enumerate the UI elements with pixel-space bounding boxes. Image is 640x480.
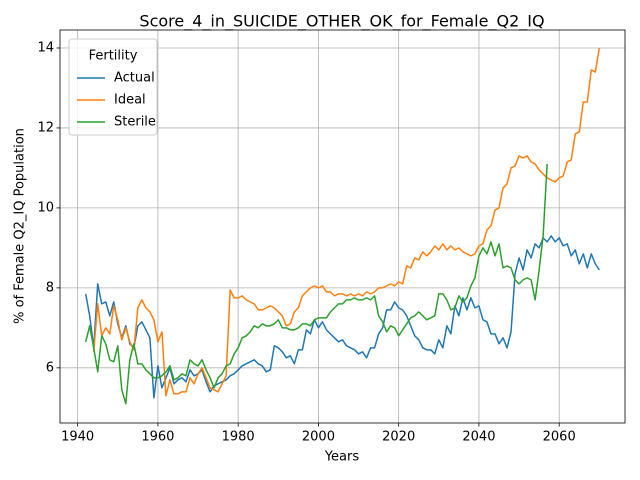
legend-label: Actual	[114, 71, 155, 86]
legend: Fertility Actual Ideal Sterile	[68, 38, 158, 136]
x-tick-label: 2040	[462, 430, 495, 445]
x-tick-label: 2020	[382, 430, 415, 445]
legend-box	[68, 38, 158, 136]
y-tick-label: 8	[46, 280, 54, 295]
axes-frame	[59, 29, 626, 424]
legend-label: Sterile	[114, 115, 156, 130]
y-tick-label: 6	[46, 360, 54, 375]
y-tick-label: 14	[37, 40, 54, 55]
chart-title: Score_4_in_SUICIDE_OTHER_OK_for_Female_Q…	[139, 12, 544, 32]
series-line	[84, 235, 600, 399]
x-axis-label: Years	[324, 450, 360, 465]
y-axis-label: % of Female Q2_IQ Population	[13, 128, 28, 324]
series-line	[84, 163, 548, 405]
legend-label: Ideal	[114, 93, 146, 108]
legend-title: Fertility	[89, 49, 138, 64]
x-tick-label: 1960	[141, 430, 174, 445]
y-tick-label: 10	[37, 200, 54, 215]
y-tick-label: 12	[37, 120, 54, 135]
x-tick-label: 1980	[222, 430, 255, 445]
x-tick-label: 1940	[61, 430, 94, 445]
series-line	[92, 47, 601, 397]
x-tick-label: 2060	[543, 430, 576, 445]
x-tick-label: 2000	[302, 430, 335, 445]
